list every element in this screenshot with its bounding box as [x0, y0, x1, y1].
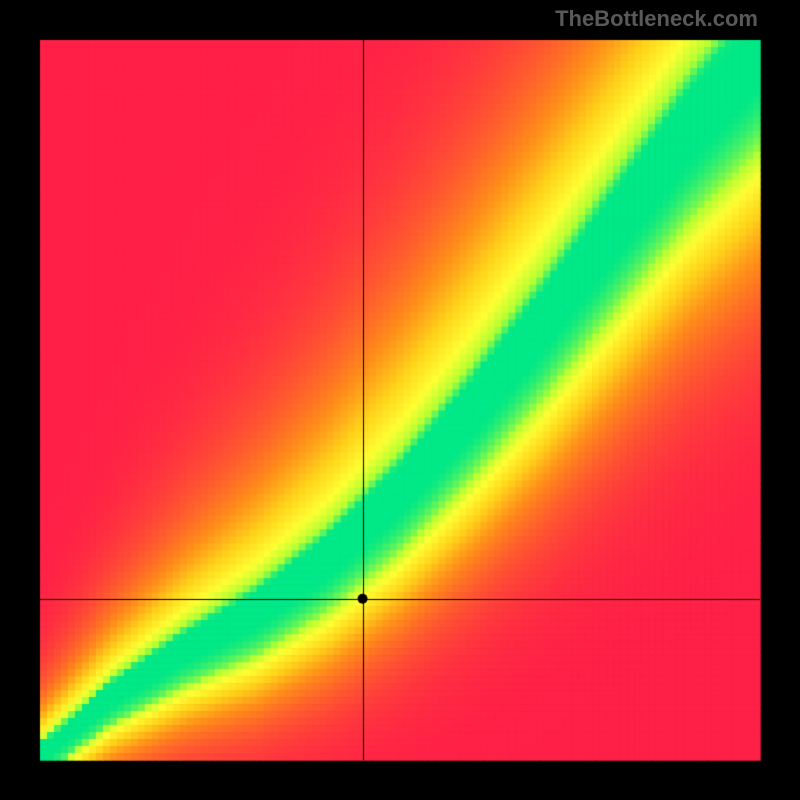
watermark-text: TheBottleneck.com	[555, 6, 758, 32]
bottleneck-heatmap	[0, 0, 800, 800]
